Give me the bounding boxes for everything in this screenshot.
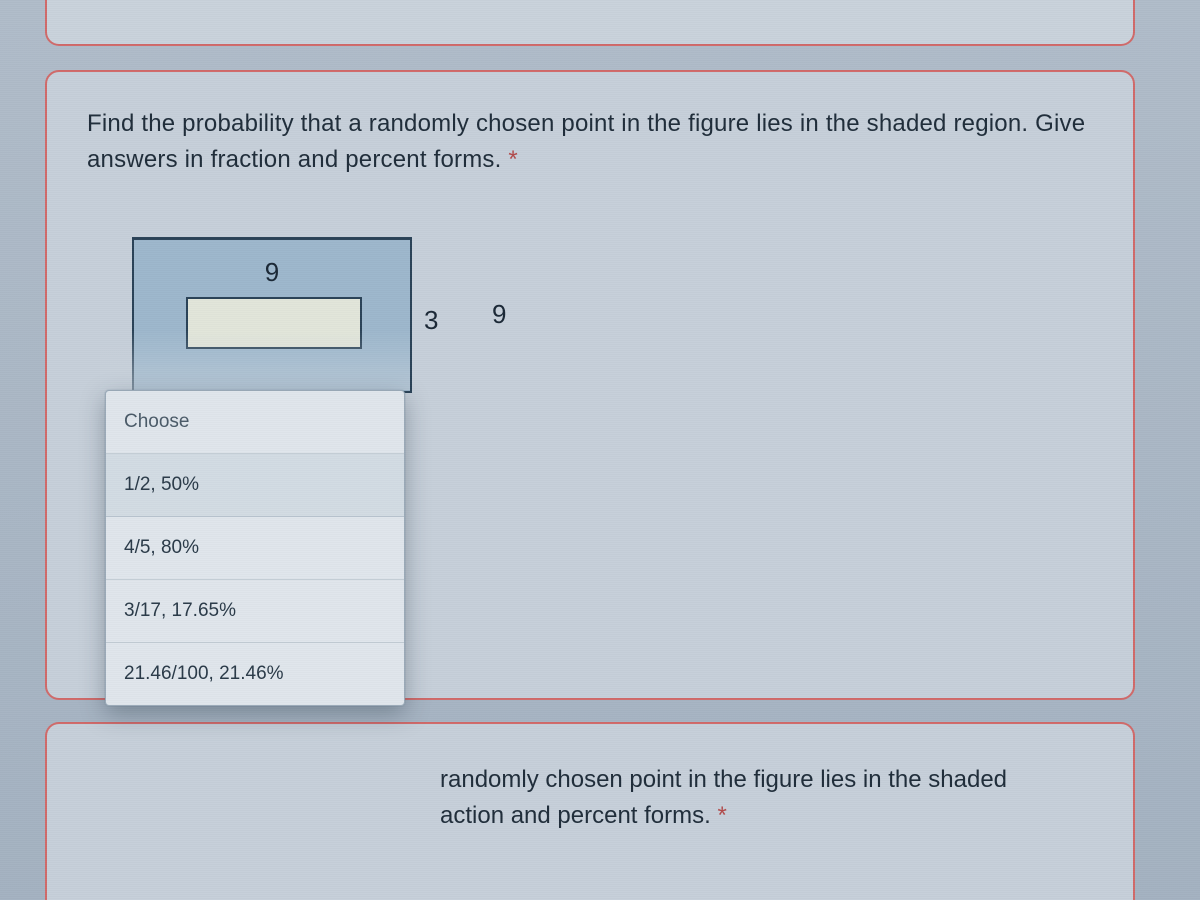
required-asterisk: * <box>508 146 518 173</box>
probability-figure: 9 3 9 <box>132 237 532 407</box>
previous-question-card-edge <box>45 0 1135 46</box>
next-question-line2: action and percent forms. <box>440 802 711 829</box>
next-question-text-fragment: randomly chosen point in the figure lies… <box>440 762 1120 834</box>
page: Find the probability that a randomly cho… <box>0 0 1200 900</box>
next-question-line1: randomly chosen point in the figure lies… <box>440 766 1007 793</box>
figure-dim-outer-height: 9 <box>492 299 506 330</box>
figure-dim-inner-width: 9 <box>132 257 412 288</box>
figure-inner-rect <box>186 297 362 349</box>
dropdown-option-1[interactable]: 1/2, 50% <box>106 454 404 517</box>
dropdown-option-2[interactable]: 4/5, 80% <box>106 517 404 580</box>
dropdown-option-4[interactable]: 21.46/100, 21.46% <box>106 643 404 705</box>
required-asterisk-2: * <box>717 802 726 829</box>
figure-dim-inner-height: 3 <box>424 305 438 336</box>
dropdown-option-3[interactable]: 3/17, 17.65% <box>106 580 404 643</box>
question-text: Find the probability that a randomly cho… <box>87 106 1093 178</box>
answer-dropdown[interactable]: Choose 1/2, 50% 4/5, 80% 3/17, 17.65% 21… <box>105 390 405 706</box>
dropdown-placeholder[interactable]: Choose <box>106 391 404 454</box>
question-text-body: Find the probability that a randomly cho… <box>87 110 1085 173</box>
